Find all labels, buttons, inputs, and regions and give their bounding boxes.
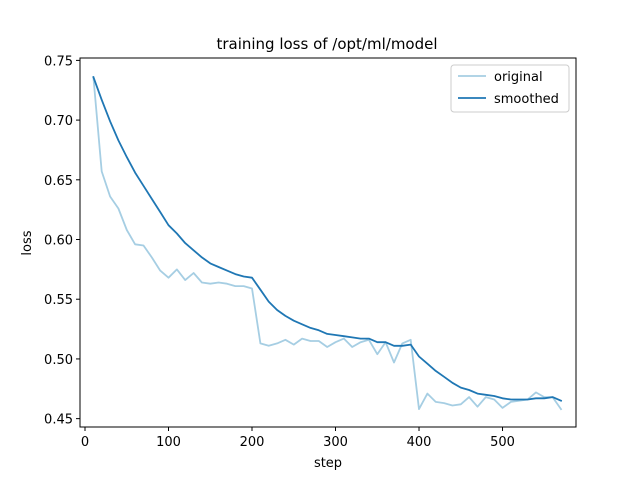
x-tick-label: 200: [240, 435, 265, 450]
legend-label-original: original: [494, 70, 543, 85]
y-axis-label: loss: [20, 230, 35, 255]
y-tick-label: 0.75: [44, 54, 73, 69]
y-axis: 0.45 0.50 0.55 0.60 0.65 0.70 0.75: [44, 54, 80, 428]
x-tick-label: 300: [323, 435, 348, 450]
plot-frame: [79, 57, 577, 428]
y-tick-label: 0.70: [44, 114, 73, 129]
x-axis: 0 100 200 300 400 500: [81, 427, 515, 450]
y-tick-label: 0.50: [44, 353, 73, 368]
x-axis-label: step: [314, 456, 342, 471]
legend-label-smoothed: smoothed: [494, 92, 559, 107]
y-tick-label: 0.55: [44, 293, 73, 308]
legend: original smoothed: [450, 64, 570, 113]
chart-title: training loss of /opt/ml/model: [216, 35, 437, 53]
series-line-original: [92, 76, 563, 411]
y-tick-label: 0.45: [44, 413, 73, 428]
plot-series: [92, 75, 563, 411]
y-tick-label: 0.60: [44, 234, 73, 249]
y-tick-label: 0.65: [44, 174, 73, 189]
x-tick-label: 500: [490, 435, 515, 450]
x-tick-label: 0: [81, 435, 89, 450]
x-tick-label: 100: [156, 435, 181, 450]
x-tick-label: 400: [407, 435, 432, 450]
series-line-smoothed: [92, 75, 563, 402]
